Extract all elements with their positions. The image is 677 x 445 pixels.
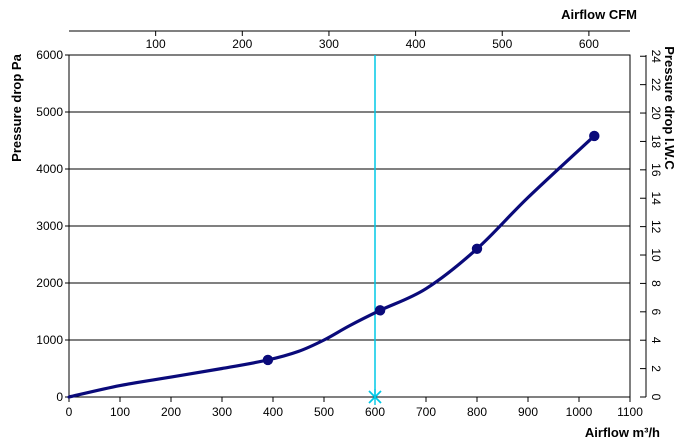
x2-tick-label: 500	[492, 37, 512, 51]
y2-tick-label: 18	[649, 135, 663, 149]
reference-line	[368, 55, 382, 405]
x-tick-label: 600	[365, 405, 385, 419]
x2-tick-label: 300	[319, 37, 339, 51]
y2-tick-label: 10	[649, 248, 663, 262]
y2-tick-label: 24	[649, 50, 663, 64]
y-tick-label: 3000	[36, 219, 63, 233]
y2-tick-label: 2	[649, 365, 663, 372]
y2-tick-label: 12	[649, 220, 663, 234]
y-tick-label: 6000	[36, 48, 63, 62]
y2-tick-label: 4	[649, 337, 663, 344]
x-tick-label: 300	[212, 405, 232, 419]
x-tick-label: 0	[66, 405, 73, 419]
series-group	[67, 130, 600, 399]
x-axis-ticks: 0 100 200 300 400 500 600 700 800 900 1000 1100	[66, 397, 643, 419]
y-tick-label: 1000	[36, 333, 63, 347]
x2-tick-label: 600	[579, 37, 599, 51]
x-axis-title: Airflow m³/h	[585, 425, 660, 440]
x2-tick-label: 400	[406, 37, 426, 51]
y-axis-title: Pressure drop Pa	[9, 53, 24, 161]
x-tick-label: 400	[263, 405, 283, 419]
series-line	[67, 134, 596, 399]
data-point	[262, 354, 274, 366]
y-tick-label: 4000	[36, 162, 63, 176]
x-tick-label: 800	[467, 405, 487, 419]
x-tick-label: 200	[161, 405, 181, 419]
y2-tick-label: 0	[649, 394, 663, 401]
y-tick-label: 2000	[36, 276, 63, 290]
y-axis-ticks: 0 1000 2000 3000 4000 5000 6000	[36, 48, 69, 404]
x-tick-label: 1100	[617, 405, 643, 419]
x-tick-label: 500	[314, 405, 334, 419]
x-tick-label: 100	[110, 405, 130, 419]
data-point	[374, 305, 386, 316]
y2-tick-label: 16	[649, 163, 663, 177]
data-point	[589, 130, 600, 142]
x-tick-label: 900	[518, 405, 538, 419]
secondary-x-axis-title: Airflow CFM	[561, 7, 637, 22]
y2-tick-label: 14	[649, 192, 663, 206]
secondary-y-axis-title: Pressure drop I.W.C	[662, 46, 677, 170]
y2-tick-label: 6	[649, 308, 663, 315]
secondary-x-axis-ticks: 100 200 300 400 500 600	[69, 30, 630, 51]
data-point	[471, 243, 483, 254]
grid-lines	[69, 111, 630, 341]
y2-tick-label: 8	[649, 280, 663, 287]
x-tick-label: 1000	[566, 405, 593, 419]
x2-tick-label: 200	[232, 37, 252, 51]
x-tick-label: 700	[416, 405, 436, 419]
y2-tick-label: 22	[649, 78, 663, 92]
y2-tick-label: 20	[649, 106, 663, 120]
y-tick-label: 0	[56, 390, 63, 404]
y-tick-label: 5000	[36, 105, 63, 119]
x2-tick-label: 100	[146, 37, 166, 51]
